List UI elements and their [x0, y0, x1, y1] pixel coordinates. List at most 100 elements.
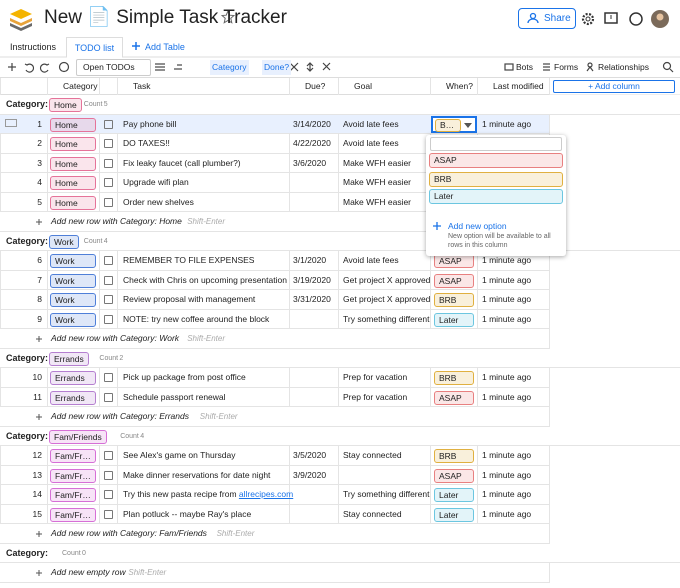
option-chip[interactable]: ASAP: [429, 153, 563, 168]
column-header[interactable]: Goal: [354, 81, 372, 91]
table-row[interactable]: 14 Fam/Friends Try this new pasta recipe f…: [0, 485, 549, 505]
table-row[interactable]: 13 Fam/Friends Make dinner reservations fo…: [0, 466, 549, 485]
add-row[interactable]: Add new row with Category: Fam/Friends Sh…: [0, 524, 549, 544]
count-label: Count: [62, 549, 81, 557]
checkbox[interactable]: [104, 314, 113, 324]
task: Make dinner reservations for date night: [123, 469, 271, 480]
view-select[interactable]: Open TODOs: [76, 59, 151, 76]
category-chip: Fam/Friends: [50, 488, 96, 502]
dropdown-arrow[interactable]: [464, 122, 472, 129]
add-row[interactable]: Add new row with Category: Work Shift-Ent…: [0, 329, 549, 349]
toolbar-action[interactable]: Forms: [554, 62, 579, 72]
add-row[interactable]: Add new empty row Shift-Enter: [0, 563, 549, 583]
group-chip: Home: [49, 98, 82, 112]
add-option-icon: [433, 222, 441, 230]
when-cell-selected[interactable]: BRB: [431, 115, 477, 133]
row-number: 11: [33, 391, 42, 402]
table-row[interactable]: 5 Home Order new shelves Make WFH easier: [0, 193, 549, 212]
tab[interactable]: Instructions: [10, 42, 57, 52]
option-chip[interactable]: BRB: [429, 172, 563, 187]
checkbox[interactable]: [104, 451, 113, 460]
table-row[interactable]: 7 Work Check with Chris on upcoming presen…: [0, 271, 549, 290]
checkbox[interactable]: [104, 295, 113, 304]
checkbox[interactable]: [104, 275, 113, 285]
column-header[interactable]: When?: [446, 81, 473, 91]
group-header: Category: Fam/Friends Count 4: [0, 426, 680, 446]
add-column[interactable]: + Add column: [553, 80, 675, 93]
when-chip: ASAP: [434, 390, 474, 405]
table-row[interactable]: 6 Work REMEMBER TO FILE EXPENSES 3/1/2020 Av…: [0, 251, 549, 271]
checkbox[interactable]: [104, 256, 113, 265]
task: DO TAXES!!: [123, 138, 170, 148]
table-row[interactable]: 9 Work NOTE: try new coffee around the blo…: [0, 310, 549, 329]
add-icon: [36, 570, 42, 576]
add-option[interactable]: Add new option: [448, 221, 507, 231]
checkbox[interactable]: [104, 178, 113, 187]
category-chip: Home: [50, 117, 96, 132]
checkbox[interactable]: [104, 392, 113, 402]
table-row[interactable]: 1 Home Pay phone bill 3/14/2020 Avoid late f…: [0, 114, 549, 134]
goal: Get project X approved: [343, 274, 431, 285]
checkbox[interactable]: [104, 119, 113, 129]
add-icon: [36, 336, 42, 342]
add-row[interactable]: Add new row with Category: Home Shift-Ent…: [0, 212, 549, 232]
doc-title[interactable]: New 📄 Simple Task Tracker: [44, 7, 287, 28]
table-row[interactable]: 10 Errands Pick up package from post offic…: [0, 368, 549, 388]
table-row[interactable]: 12 Fam/Friends See Alex's game on Thursday…: [0, 446, 549, 466]
tab-active[interactable]: TODO list: [66, 37, 123, 58]
checkbox[interactable]: [104, 470, 113, 480]
table-row[interactable]: 8 Work Review proposal with management 3/31…: [0, 290, 549, 310]
when-chip: BRB: [434, 371, 474, 385]
column-header[interactable]: Task: [133, 81, 151, 91]
goal: Make WFH easier: [343, 177, 412, 187]
share-button[interactable]: Share: [518, 8, 576, 29]
last-modified: 1 minute ago: [482, 294, 532, 304]
task: Order new shelves: [123, 196, 194, 207]
checkbox[interactable]: [104, 197, 113, 207]
row-number: 5: [37, 196, 42, 207]
add-icon: [36, 219, 42, 225]
toolbar-action[interactable]: Bots: [516, 62, 534, 72]
last-modified: 1 minute ago: [482, 469, 532, 480]
table-row[interactable]: 2 Home DO TAXES!! 4/22/2020 Avoid late fees: [0, 134, 549, 154]
add-row-text: Add new row with Category: Home: [51, 216, 182, 226]
count-value: 2: [119, 354, 124, 362]
category-chip: Home: [50, 195, 96, 210]
add-row[interactable]: Add new row with Category: Errands Shift-…: [0, 407, 549, 427]
task-link[interactable]: allrecipes.com: [238, 489, 294, 499]
checkbox[interactable]: [104, 373, 113, 382]
add-table[interactable]: Add Table: [145, 42, 185, 52]
table-row[interactable]: 11 Errands Schedule passport renewal Prep f…: [0, 388, 549, 407]
task: REMEMBER TO FILE EXPENSES: [123, 255, 255, 265]
when-chip: Later: [434, 488, 474, 502]
count-value: 5: [103, 101, 108, 108]
due-date: 3/19/2020: [293, 274, 331, 285]
option-search[interactable]: [430, 137, 562, 151]
checkbox[interactable]: [104, 139, 113, 148]
column-header[interactable]: Due?: [305, 81, 326, 91]
column-header[interactable]: Last modified: [493, 81, 544, 91]
header-icons[interactable]: [580, 10, 670, 28]
task: NOTE: try new coffee around the block: [123, 313, 270, 324]
table-row[interactable]: 15 Fam/Friends Plan potluck -- maybe Ray's…: [0, 505, 549, 524]
table-row[interactable]: 3 Home Fix leaky faucet (call plumber?) 3/6…: [0, 154, 549, 173]
when-chip: BRB: [434, 449, 474, 463]
option-chip[interactable]: Later: [429, 189, 563, 204]
star-icon[interactable]: [221, 10, 235, 24]
table-row[interactable]: 4 Home Upgrade wifi plan Make WFH easier: [0, 173, 549, 193]
toolbar-action[interactable]: Relationships: [598, 62, 650, 72]
add-icon: [36, 414, 42, 420]
column-header[interactable]: Category: [63, 81, 98, 91]
checkbox[interactable]: [104, 509, 113, 519]
comment-icon[interactable]: [5, 119, 17, 129]
checkbox[interactable]: [104, 158, 113, 168]
row-number: 9: [37, 313, 42, 324]
option-dropdown[interactable]: ASAP BRB Later Add new option New option wil…: [426, 135, 566, 256]
checkbox[interactable]: [104, 490, 113, 499]
filter-chip[interactable]: Category: [210, 60, 249, 75]
count-value: 4: [140, 432, 145, 440]
goal: Try something different: [343, 489, 430, 499]
row-number: 3: [37, 157, 42, 168]
filter-chip[interactable]: Done?: [262, 60, 292, 75]
when-chip: ASAP: [434, 468, 474, 483]
